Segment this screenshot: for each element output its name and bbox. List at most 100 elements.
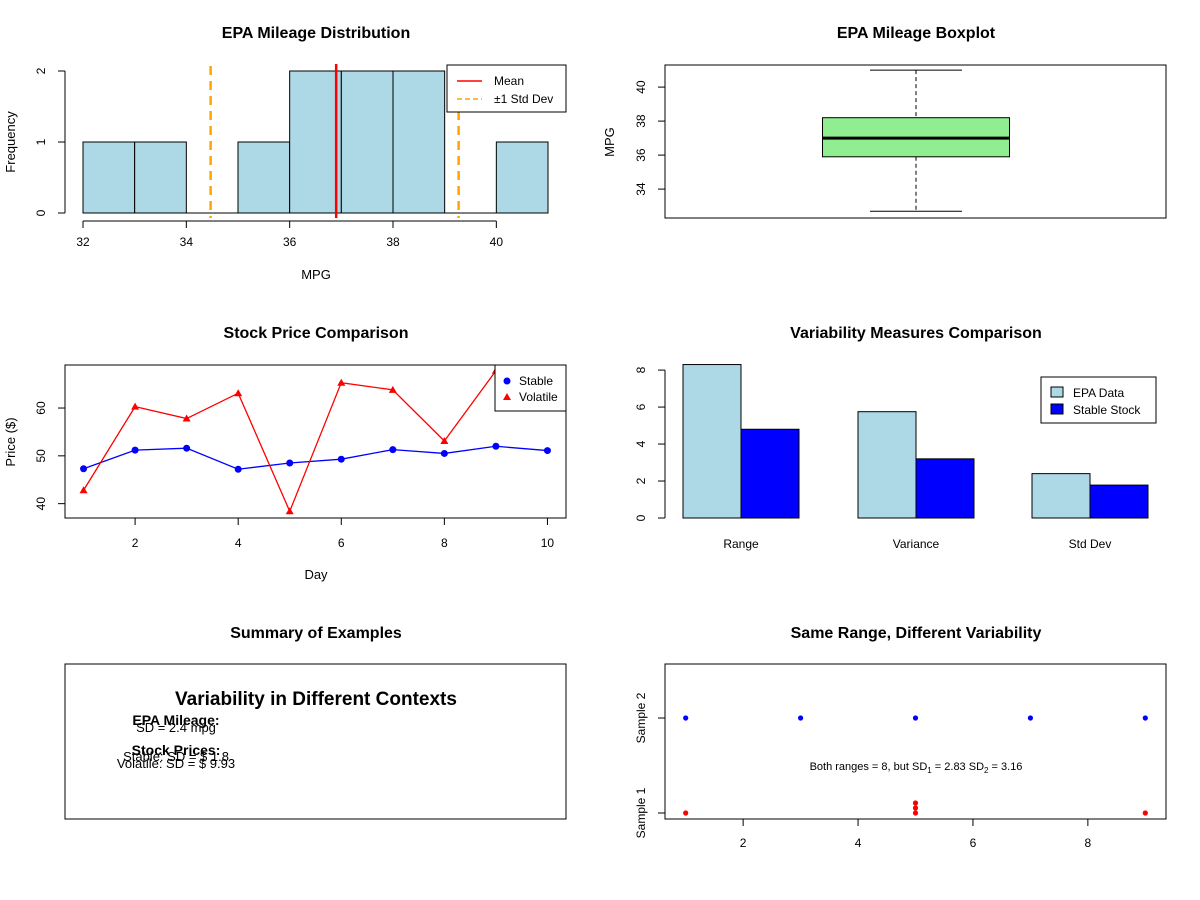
point-stable — [440, 449, 448, 457]
legend-stable-label: Stable — [519, 374, 553, 388]
variability-title: Variability Measures Comparison — [790, 325, 1042, 342]
x-tick-label: 34 — [180, 235, 194, 249]
y-tick-label: 2 — [34, 67, 48, 74]
x-tick-label: 8 — [441, 536, 448, 550]
range-panel: Same Range, Different Variability 2 4 6 8 S… — [634, 625, 1167, 850]
y-tick-label: 1 — [34, 138, 48, 145]
y-tick-label: Sample 2 — [634, 692, 648, 743]
histogram-xlabel: MPG — [301, 267, 331, 282]
histogram-title: EPA Mileage Distribution — [222, 25, 410, 42]
point-stable — [80, 465, 88, 473]
summary-heading: Variability in Different Contexts — [175, 689, 457, 710]
y-tick-label: 0 — [634, 514, 648, 521]
series-line-stable — [83, 445, 548, 470]
y-tick-label: 50 — [34, 449, 48, 463]
y-tick-label: 0 — [34, 209, 48, 216]
summary-epa-heading: EPA Mileage: — [132, 712, 219, 728]
point-stable — [337, 455, 345, 463]
point-sample-2 — [1027, 715, 1034, 721]
point-stable — [131, 446, 139, 454]
point-sample-1 — [912, 800, 919, 806]
point-sample-1 — [912, 810, 919, 816]
x-tick-label: 38 — [386, 235, 400, 249]
point-sample-2 — [797, 715, 804, 721]
boxplot-title: EPA Mileage Boxplot — [837, 25, 996, 42]
legend-volatile-swatch — [503, 393, 511, 400]
y-tick-label: 2 — [634, 477, 648, 484]
variability-legend: EPA Data Stable Stock — [1040, 376, 1157, 424]
y-tick-label: Sample 1 — [634, 787, 648, 838]
x-tick-label: 10 — [541, 536, 555, 550]
series-line-volatile — [83, 370, 497, 513]
stock-legend: Stable Volatile — [494, 364, 567, 412]
category-label: Std Dev — [1069, 537, 1112, 551]
summary-stock-heading: Stock Prices: — [132, 742, 221, 758]
histogram-bar — [392, 70, 446, 214]
y-tick-label: 36 — [634, 148, 648, 162]
point-volatile — [388, 385, 397, 393]
range-title: Same Range, Different Variability — [791, 625, 1042, 642]
legend-stock-label: Stable Stock — [1073, 403, 1141, 417]
boxplot-panel: EPA Mileage Boxplot 34 36 38 40 MPG — [602, 25, 1167, 219]
x-tick-label: 40 — [490, 235, 504, 249]
stock-xlabel: Day — [304, 567, 328, 582]
x-tick-label: 36 — [283, 235, 297, 249]
x-tick-label: 4 — [855, 836, 862, 850]
histogram-legend: Mean ±1 Std Dev — [446, 64, 567, 113]
stock-panel: Stock Price Comparison 2 4 6 8 10 40 50 60 Day… — [3, 325, 567, 582]
boxplot-ylabel: MPG — [602, 127, 617, 157]
x-tick-label: 6 — [338, 536, 345, 550]
point-volatile — [234, 389, 243, 397]
histogram-bar — [289, 70, 342, 214]
x-tick-label: 6 — [970, 836, 977, 850]
y-tick-label: 60 — [34, 401, 48, 415]
histogram-bar — [340, 70, 394, 214]
range-annotation: Both ranges = 8, but SD1 = 2.83 SD2 = 3.… — [810, 761, 1023, 775]
point-volatile — [440, 437, 449, 445]
legend-stock-swatch — [1050, 403, 1064, 415]
x-tick-label: 32 — [76, 235, 90, 249]
point-stable — [492, 442, 500, 450]
point-volatile — [285, 507, 294, 515]
histogram-ylabel: Frequency — [3, 111, 18, 173]
category-label: Range — [723, 537, 759, 551]
y-tick-label: 6 — [634, 403, 648, 410]
point-volatile — [79, 486, 88, 494]
bar-epa-data — [1031, 473, 1091, 519]
y-tick-label: 4 — [634, 440, 648, 447]
x-tick-label: 4 — [235, 536, 242, 550]
legend-epa-label: EPA Data — [1073, 386, 1124, 400]
histogram-bar — [237, 141, 291, 214]
point-stable — [543, 447, 551, 455]
bar-epa-data — [682, 364, 742, 519]
histogram-bar — [495, 141, 549, 214]
y-tick-label: 40 — [634, 80, 648, 94]
point-sample-2 — [912, 715, 919, 721]
point-volatile — [337, 378, 346, 386]
stock-title: Stock Price Comparison — [224, 325, 409, 342]
histogram-bar — [82, 141, 136, 214]
bar-epa-data — [857, 411, 917, 519]
point-sample-1 — [1142, 810, 1148, 816]
legend-sd-label: ±1 Std Dev — [494, 92, 553, 106]
point-sample-2 — [683, 715, 689, 721]
y-tick-label: 40 — [34, 497, 48, 511]
summary-frame — [64, 663, 567, 820]
y-tick-label: 8 — [634, 366, 648, 373]
summary-epa-sd: SD = 2.4 mpg — [136, 720, 216, 735]
legend-epa-swatch — [1050, 386, 1064, 398]
bar-stable-stock — [740, 428, 800, 519]
point-stable — [234, 465, 242, 473]
point-volatile — [182, 414, 191, 422]
summary-stable-sd: Stable: SD = $ 1.8 — [123, 749, 229, 764]
summary-volatile-sd: Volatile: SD = $ 9.93 — [117, 756, 235, 771]
histogram-panel: EPA Mileage Distribution 32 34 36 38 40 012 … — [3, 25, 567, 282]
legend-stable-swatch — [503, 377, 511, 385]
point-sample-2 — [1142, 715, 1148, 721]
point-stable — [389, 446, 397, 454]
point-stable — [286, 459, 294, 467]
point-sample-1 — [912, 805, 919, 811]
bar-stable-stock — [1089, 484, 1149, 519]
summary-panel: Summary of Examples Variability in Diffe… — [64, 625, 567, 820]
y-tick-label: 34 — [634, 182, 648, 196]
